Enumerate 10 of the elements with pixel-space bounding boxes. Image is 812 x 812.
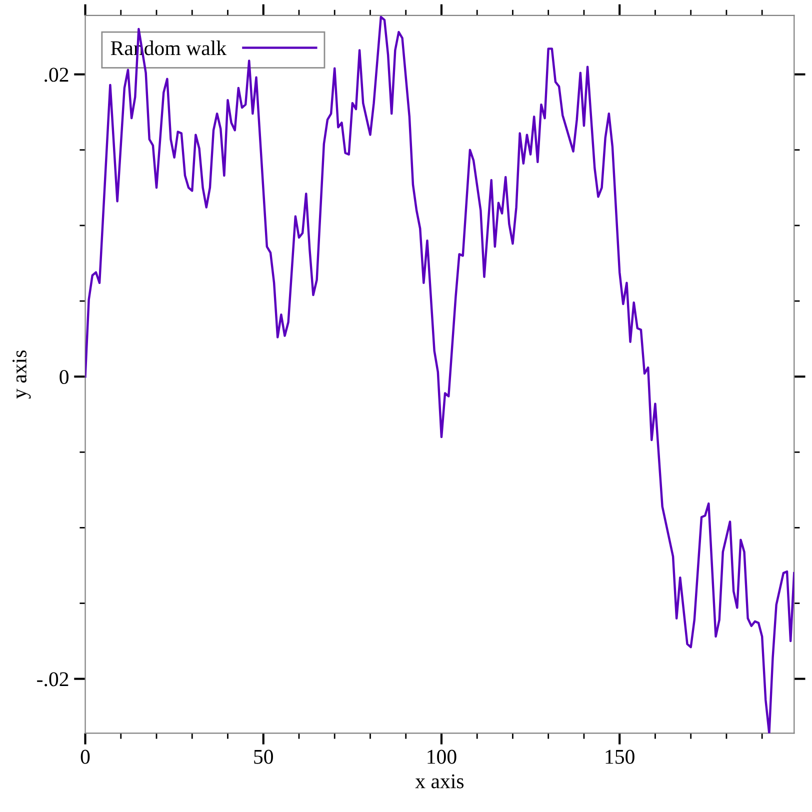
x-tick-label: 100	[428, 750, 456, 764]
y-tick-label: -.02	[37, 672, 68, 686]
x-axis-title: x axis	[415, 774, 464, 788]
y-tick-label: .02	[44, 68, 68, 82]
y-tick-label: 0	[60, 370, 68, 384]
y-axis-title: y axis	[12, 350, 31, 399]
x-tick-label: 0	[80, 750, 90, 764]
x-tick-label: 150	[606, 750, 634, 764]
x-tick-label: 50	[254, 750, 273, 764]
line-series	[85, 16, 794, 734]
